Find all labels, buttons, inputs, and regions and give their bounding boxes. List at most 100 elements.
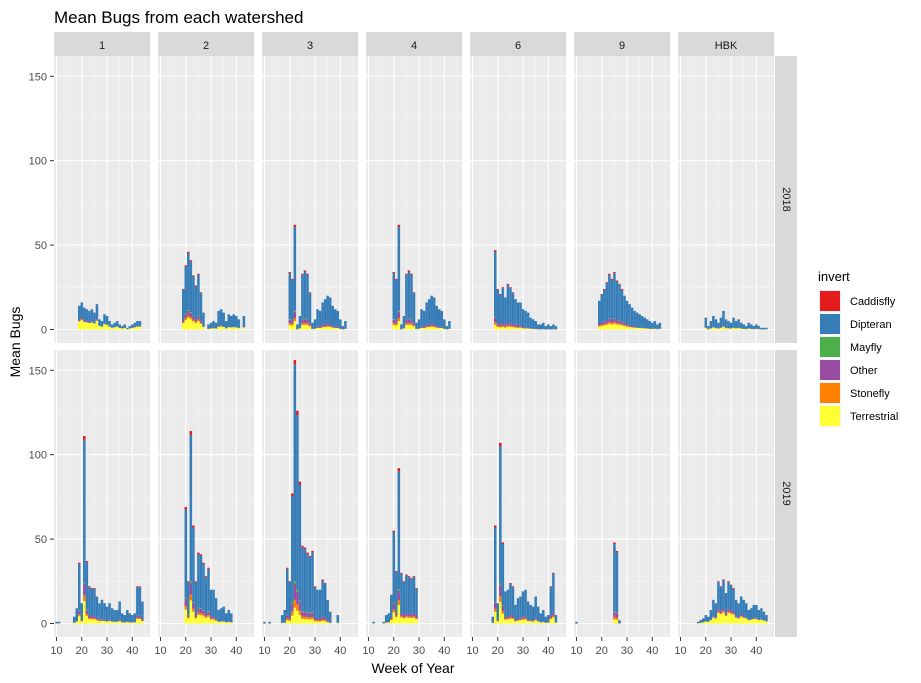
bar-dipteran-wk25 [301,547,304,612]
bar-terrestrial-wk38 [750,328,753,330]
bar-dipteran-wk28 [724,593,728,614]
bar-other-wk39 [440,326,444,329]
bar-terrestrial-wk20 [80,320,84,330]
bar-dipteran-wk22 [85,309,89,322]
bar-caddisfly-wk23 [296,410,299,415]
bar-terrestrial-wk19 [78,321,81,330]
bar-other-wk27 [410,613,413,617]
bar-dipteran-wk35 [118,324,121,328]
bar-terrestrial-wk35 [742,328,745,330]
bar-terrestrial-wk20 [392,324,396,330]
bar-caddisfly-wk21 [603,288,606,290]
bar-stonefly-wk33 [321,326,324,328]
bar-dipteran-wk32 [110,324,114,328]
bar-other-wk40 [755,617,758,619]
bar-terrestrial-wk22 [709,620,713,624]
bar-stonefly-wk19 [78,614,81,617]
panel-background [678,350,774,637]
bar-stonefly-wk25 [301,323,304,326]
bar-dipteran-wk28 [204,577,208,614]
bar-other-wk26 [407,319,411,323]
bar-mayfly-wk26 [407,318,411,320]
bar-dipteran-wk39 [752,326,756,329]
bar-caddisfly-wk22 [501,542,505,545]
bar-caddisfly-wk22 [501,287,505,289]
bar-terrestrial-wk28 [308,326,312,330]
bar-terrestrial-wk17 [280,622,284,624]
bar-dipteran-wk17 [280,615,284,623]
bar-stonefly-wk26 [615,617,619,620]
bar-terrestrial-wk34 [739,616,743,624]
bar-other-wk29 [415,616,418,619]
bar-dipteran-wk30 [105,606,109,622]
bars-9-2019 [575,542,621,624]
x-axis-title: Week of Year [371,660,454,676]
bar-terrestrial-wk27 [514,621,517,624]
bar-caddisfly-wk19 [78,562,81,564]
bar-terrestrial-wk35 [534,620,537,624]
bar-terrestrial-wk43 [554,622,558,624]
bar-dipteran-wk19 [390,594,393,618]
bar-terrestrial-wk41 [549,619,553,624]
bar-other-wk34 [739,614,743,616]
bar-terrestrial-wk17 [72,622,76,624]
bar-stonefly-wk21 [187,617,190,619]
bar-dipteran-wk23 [296,414,299,590]
bar-stonefly-wk29 [727,611,730,613]
strip-label-2018: 2018 [780,187,792,211]
bar-terrestrial-wk44 [141,620,144,624]
bar-stonefly-wk23 [192,319,195,322]
bar-terrestrial-wk30 [729,328,733,330]
bar-other-wk19 [390,617,393,620]
x-tick-label: 30 [101,645,113,657]
bar-terrestrial-wk23 [88,322,91,330]
bar-dipteran-wk27 [410,274,413,320]
bar-terrestrial-wk21 [187,618,190,624]
bar-stonefly-wk21 [395,615,398,618]
bar-dipteran-wk39 [752,604,756,618]
bar-dipteran-wk42 [344,321,347,329]
bar-dipteran-wk11 [57,621,61,624]
bar-caddisfly-wk28 [620,288,624,290]
bar-caddisfly-wk22 [605,282,609,284]
bar-caddisfly-wk23 [88,586,91,588]
bar-dipteran-wk24 [298,315,302,329]
bar-dipteran-wk43 [554,615,558,623]
bar-dipteran-wk24 [402,582,406,615]
bar-dipteran-wk30 [313,319,317,329]
bar-terrestrial-wk37 [747,328,750,330]
bar-other-wk19 [494,602,497,609]
bar-stonefly-wk25 [613,322,616,324]
bar-terrestrial-wk33 [737,327,740,330]
bar-terrestrial-wk26 [303,324,307,330]
bar-terrestrial-wk44 [765,621,768,624]
bar-mayfly-wk26 [615,612,619,614]
bar-stonefly-wk24 [90,618,94,620]
bar-terrestrial-wk21 [603,325,606,330]
bar-dipteran-wk38 [126,327,129,329]
bar-other-wk27 [514,620,517,622]
bar-dipteran-wk29 [311,322,314,329]
strip-3 [262,32,358,56]
bar-other-wk31 [316,618,319,621]
bar-other-wk21 [499,585,502,597]
bar-dipteran-wk23 [400,573,403,613]
bar-dipteran-wk21 [395,279,398,321]
bar-other-wk31 [108,619,111,622]
bar-stonefly-wk23 [192,608,195,612]
bar-stonefly-wk19 [598,325,601,327]
bar-dipteran-wk26 [95,304,99,320]
bar-terrestrial-wk31 [524,328,527,330]
bar-dipteran-wk27 [410,578,413,614]
bar-dipteran-wk36 [224,613,228,623]
bar-dipteran-wk33 [529,604,532,621]
bar-dipteran-wk29 [519,596,522,618]
bar-dipteran-wk29 [207,324,210,329]
bar-terrestrial-wk34 [323,327,327,330]
bar-terrestrial-wk20 [288,620,292,624]
bar-dipteran-wk28 [412,293,416,324]
legend-swatch-stonefly [820,383,840,403]
bar-dipteran-wk39 [128,613,132,623]
bar-terrestrial-wk33 [529,328,532,330]
bar-dipteran-wk38 [230,613,233,623]
